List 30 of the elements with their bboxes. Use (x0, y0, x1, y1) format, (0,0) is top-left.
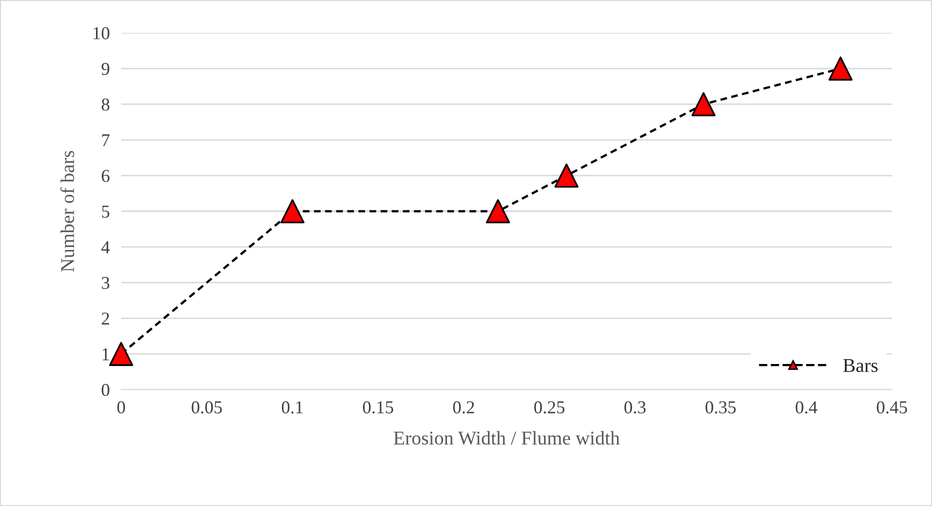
y-tick-label: 9 (102, 62, 110, 76)
y-tick-label: 3 (102, 276, 110, 290)
y-tick-label: 7 (102, 134, 110, 146)
x-tick-label: 0.35 (706, 401, 736, 414)
x-tick-label: 0.45 (876, 401, 908, 414)
x-axis-title: Erosion Width / Flume width (394, 430, 620, 445)
point (691, 92, 716, 116)
x-tick-label: 0.4 (796, 401, 818, 414)
x-tick-label: 0.2 (453, 401, 474, 414)
x-tick-label: 0.25 (534, 401, 564, 414)
y-tick-label: 5 (102, 206, 110, 218)
point (554, 164, 579, 188)
y-tick-label: 8 (102, 98, 110, 111)
x-tick-label: 0.05 (192, 401, 222, 414)
x-tick-label: 0 (117, 401, 125, 414)
y-tick-label: 0 (102, 384, 110, 396)
y-tick-label: 4 (101, 241, 110, 254)
y-tick-label: 10 (94, 27, 110, 40)
y-tick-label: 1 (102, 348, 109, 360)
point (280, 199, 304, 224)
point (486, 199, 510, 224)
legend-label: Bars (843, 359, 878, 372)
x-tick-label: 0.1 (282, 401, 303, 414)
y-tick-label: 6 (102, 170, 110, 182)
x-tick-label: 0.3 (624, 401, 646, 414)
y-tick-label: 2 (102, 312, 110, 325)
x-tick-label: 0.15 (362, 401, 394, 414)
point (828, 56, 853, 81)
y-axis-title: Number of bars (60, 150, 74, 272)
point (109, 342, 134, 366)
